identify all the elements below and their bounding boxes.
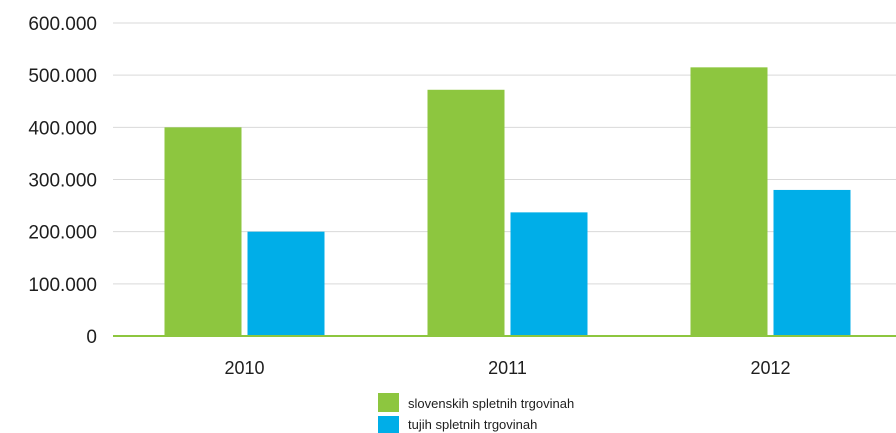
legend-swatch-slovenskih — [378, 393, 399, 412]
x-tick-label: 2012 — [750, 358, 790, 378]
bars — [164, 67, 851, 336]
bar-2010-series-0 — [164, 127, 242, 336]
bar-2012-series-1 — [773, 189, 851, 336]
y-tick-label: 400.000 — [28, 118, 97, 139]
bar-2011-series-0 — [427, 89, 505, 336]
x-tick-label: 2010 — [224, 358, 264, 378]
bar-2011-series-1 — [510, 212, 588, 336]
y-tick-label: 500.000 — [28, 66, 97, 87]
bar-2012-series-0 — [690, 67, 768, 336]
y-tick-label: 100.000 — [28, 275, 97, 296]
y-tick-label: 0 — [86, 327, 97, 348]
y-tick-label: 600.000 — [28, 14, 97, 35]
x-axis-tick-labels: 2010 2011 2012 — [224, 358, 790, 378]
legend-swatch-tujih — [378, 416, 399, 433]
x-tick-label: 2011 — [488, 358, 527, 378]
y-axis-tick-labels: 0 100.000 200.000 300.000 400.000 500.000 600.… — [28, 14, 97, 348]
y-tick-label: 200.000 — [28, 223, 97, 244]
y-tick-label: 300.000 — [28, 171, 97, 192]
legend-label-slovenskih: slovenskih spletnih trgovinah — [408, 396, 574, 411]
legend-label-tujih: tujih spletnih trgovinah — [408, 417, 537, 432]
legend: slovenskih spletnih trgovinah tujih sple… — [378, 393, 574, 433]
bar-2010-series-1 — [247, 231, 325, 336]
